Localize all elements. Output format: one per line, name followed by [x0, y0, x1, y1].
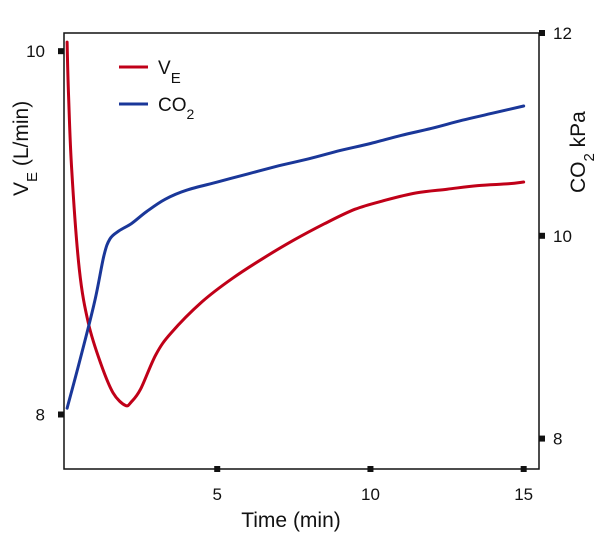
- legend-co2-label: CO2: [158, 95, 195, 122]
- y-axis-left-title: VE (L/min): [10, 101, 41, 196]
- x-axis-title: Time (min): [241, 509, 341, 532]
- legend-ve-label: VE: [158, 58, 181, 87]
- x-tick-label: 10: [361, 485, 380, 504]
- x-tick-mark: [367, 466, 374, 472]
- series-line-ve: [65, 40, 526, 408]
- x-tick-mark: [214, 466, 221, 472]
- plot-frame: [63, 32, 540, 470]
- y-right-tick-mark: [539, 435, 545, 442]
- y-axis-right-title: CO2 kPa: [567, 111, 598, 193]
- legend: VE CO2: [119, 58, 195, 122]
- y-left-tick-label: 8: [36, 406, 45, 425]
- y-left-tick-label: 10: [26, 42, 45, 61]
- x-tick-mark: [520, 466, 527, 472]
- y-left-tick-mark: [58, 411, 64, 418]
- y-right-tick-label: 8: [553, 430, 562, 449]
- series-line-co2: [65, 104, 526, 410]
- y-right-tick-label: 10: [553, 227, 572, 246]
- x-tick-label: 5: [212, 485, 221, 504]
- x-tick-label: 15: [514, 485, 533, 504]
- y-right-tick-label: 12: [553, 24, 572, 43]
- y-left-tick-mark: [58, 48, 64, 55]
- y-right-tick-mark: [539, 30, 545, 36]
- y-right-tick-mark: [539, 232, 545, 239]
